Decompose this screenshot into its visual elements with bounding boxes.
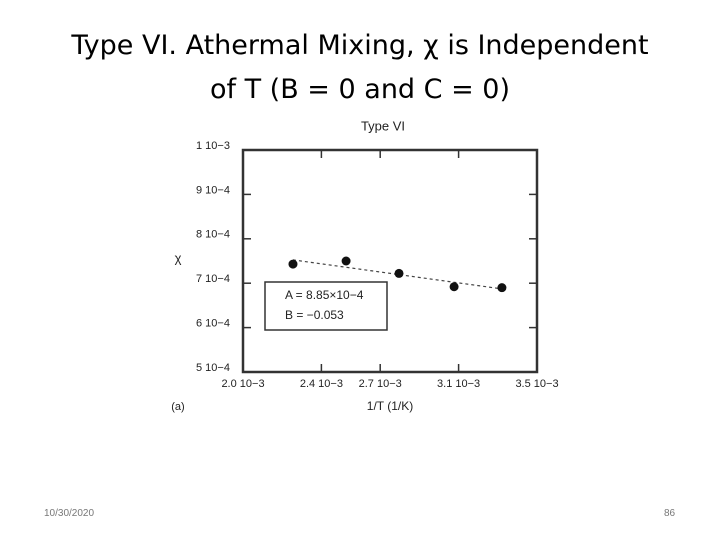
x-tick-label: 2.0 10−3 bbox=[221, 378, 264, 390]
x-tick-label: 2.7 10−3 bbox=[359, 378, 402, 390]
y-tick-label: 7 10−4 bbox=[196, 273, 230, 285]
page-number: 86 bbox=[664, 508, 676, 519]
annotation: B = −0.053 bbox=[285, 308, 344, 322]
data-point bbox=[497, 283, 507, 293]
slide-title-line: Type VI. Athermal Mixing, χ is Independe… bbox=[71, 30, 649, 61]
annotation-box bbox=[264, 281, 388, 331]
y-tick-label: 9 10−4 bbox=[196, 184, 230, 196]
slide-title-line: of T (B = 0 and C = 0) bbox=[209, 74, 511, 105]
panel-label: (a) bbox=[171, 401, 184, 413]
x-tick-label: 2.4 10−3 bbox=[300, 378, 343, 390]
y-tick-label: 5 10−4 bbox=[196, 362, 230, 374]
data-point bbox=[288, 259, 298, 269]
y-tick-label: 1 10−3 bbox=[196, 140, 230, 152]
x-tick-label: 3.1 10−3 bbox=[437, 378, 480, 390]
trend-line bbox=[292, 259, 502, 290]
y-tick-label: 6 10−4 bbox=[196, 318, 230, 330]
annotation: A = 8.85×10−4 bbox=[285, 288, 364, 302]
data-point bbox=[394, 268, 404, 278]
chart: Type VI χ 1/T (1/K) (a) A = 8.85×10−4 B = −0.… bbox=[171, 118, 558, 413]
chart-title: Type VI bbox=[361, 118, 405, 133]
plot-frame bbox=[241, 148, 539, 374]
data-point bbox=[341, 256, 351, 266]
data-point bbox=[449, 282, 459, 292]
date: 10/30/2020 bbox=[44, 508, 95, 519]
y-axis-label: χ bbox=[175, 250, 182, 265]
x-axis-label: 1/T (1/K) bbox=[367, 399, 413, 413]
x-tick-label: 3.5 10−3 bbox=[515, 378, 558, 390]
y-tick-label: 8 10−4 bbox=[196, 229, 230, 241]
